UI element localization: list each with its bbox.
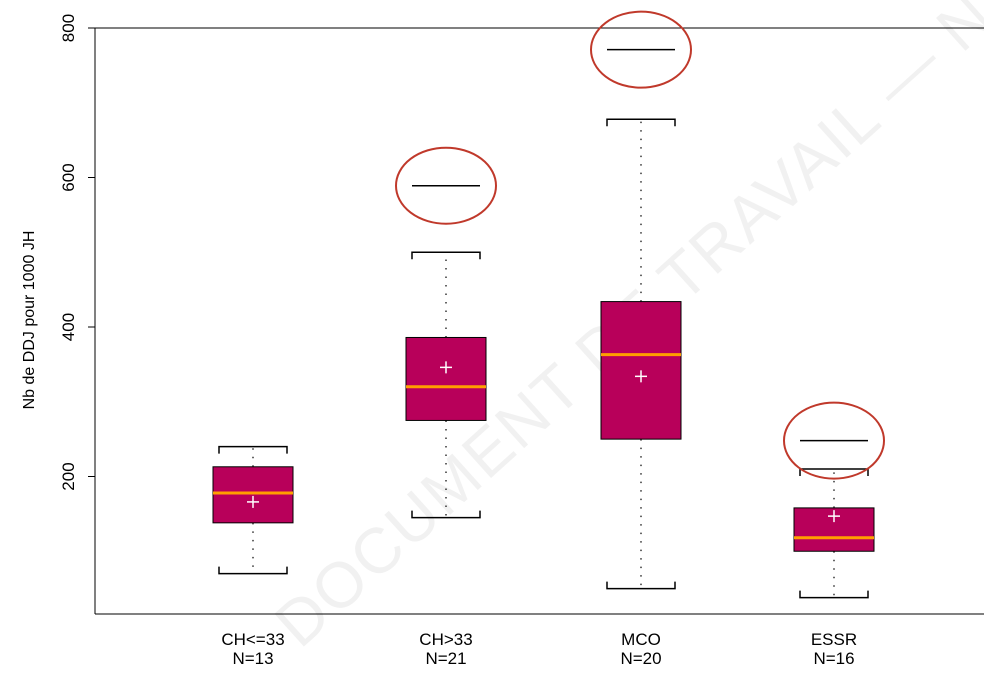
- upper-whisker-cap: [218, 445, 288, 454]
- highlight-circle-essr: [783, 401, 885, 480]
- y-tick-label-400: 400: [59, 313, 78, 341]
- category-label: ESSR: [811, 630, 857, 649]
- upper-whisker-cap: [606, 118, 676, 127]
- category-label: CH>33: [419, 630, 472, 649]
- lower-whisker-cap: [799, 590, 869, 599]
- plot-axes: [94, 27, 984, 615]
- category-count: N=13: [232, 649, 273, 668]
- category-count: N=16: [813, 649, 854, 668]
- box-ch33: [405, 184, 487, 519]
- highlight-circle-mco: [590, 10, 692, 89]
- category-count: N=20: [620, 649, 661, 668]
- y-axis-label: Nb de DDJ pour 1000 JH: [21, 231, 38, 410]
- y-tick-label-200: 200: [59, 462, 78, 490]
- lower-whisker-cap: [606, 581, 676, 590]
- box-series: [212, 10, 885, 599]
- box-ch33: [212, 445, 294, 575]
- category-label: CH<=33: [221, 630, 284, 649]
- highlight-circle-ch33: [395, 146, 497, 225]
- y-tick-label-800: 800: [59, 14, 78, 42]
- upper-whisker-cap: [411, 251, 481, 260]
- y-tick-label-600: 600: [59, 163, 78, 191]
- iqr-box: [212, 466, 294, 524]
- category-label: MCO: [621, 630, 661, 649]
- lower-whisker-cap: [218, 566, 288, 575]
- lower-whisker-cap: [411, 510, 481, 519]
- upper-whisker-cap: [799, 468, 869, 477]
- box-mco: [600, 48, 682, 590]
- category-count: N=21: [425, 649, 466, 668]
- iqr-box: [405, 336, 487, 421]
- y-ticks: 200 400 600 800: [59, 14, 95, 491]
- box-essr: [793, 439, 875, 599]
